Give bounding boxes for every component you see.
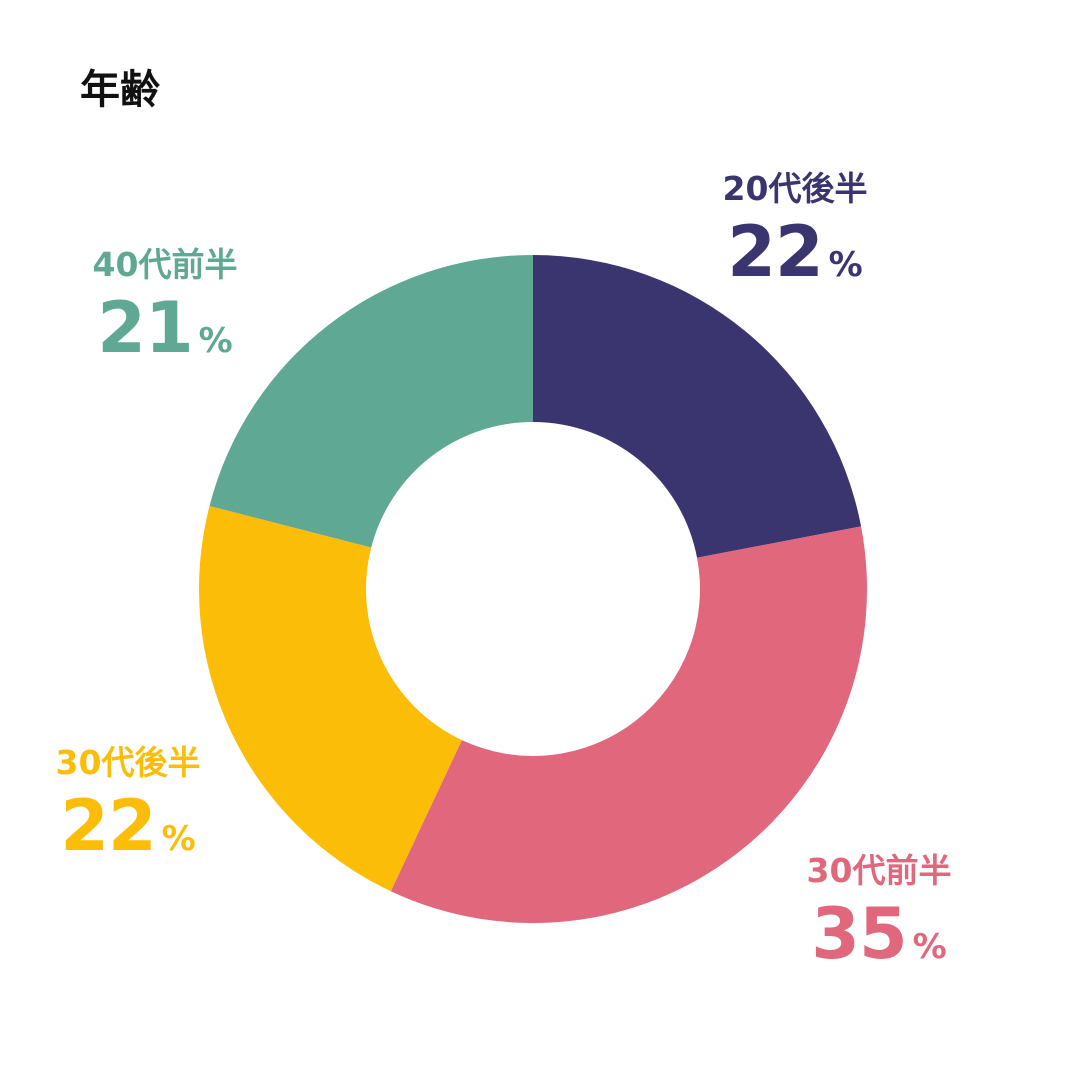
donut-slices xyxy=(199,255,867,923)
label-40s-early-value: 21 xyxy=(97,287,193,369)
label-30s-late-unit: % xyxy=(161,819,196,859)
label-40s-early-value-row: 21% xyxy=(70,293,260,363)
slice-30s-late xyxy=(199,505,462,892)
label-40s-early: 40代前半 21% xyxy=(70,248,260,363)
label-30s-early-unit: % xyxy=(912,927,947,967)
label-30s-late-value-row: 22% xyxy=(33,791,223,861)
label-30s-late: 30代後半 22% xyxy=(33,746,223,861)
label-20s-late-value-row: 22% xyxy=(700,217,890,287)
label-30s-early: 30代前半 35% xyxy=(784,854,974,969)
label-20s-late-value: 22 xyxy=(727,211,823,293)
label-20s-late-category: 20代後半 xyxy=(722,169,868,208)
chart-title: 年齢 xyxy=(80,67,160,113)
label-20s-late-unit: % xyxy=(828,245,863,285)
label-30s-early-value: 35 xyxy=(811,893,907,975)
label-20s-late: 20代後半 22% xyxy=(700,172,890,287)
slice-40s-early xyxy=(209,255,533,548)
label-30s-early-category: 30代前半 xyxy=(806,851,952,890)
label-30s-early-value-row: 35% xyxy=(784,899,974,969)
label-40s-early-category: 40代前半 xyxy=(92,245,238,284)
slice-20s-late xyxy=(533,255,862,558)
slice-30s-early xyxy=(390,526,867,923)
label-30s-late-category: 30代後半 xyxy=(55,743,201,782)
label-30s-late-value: 22 xyxy=(60,785,156,867)
label-40s-early-unit: % xyxy=(198,321,233,361)
